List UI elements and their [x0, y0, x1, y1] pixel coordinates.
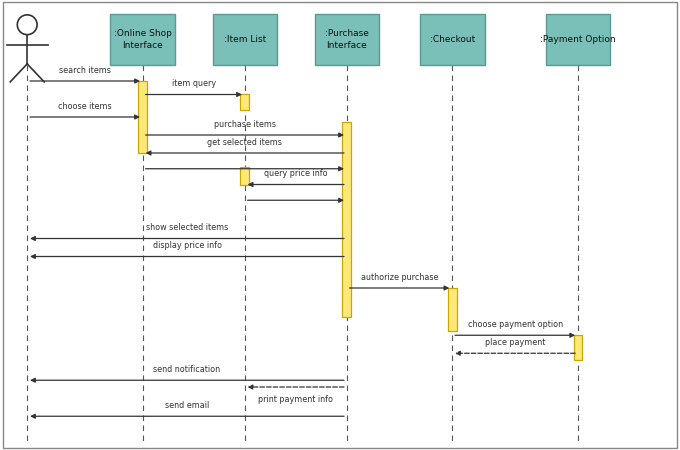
Bar: [139, 81, 147, 153]
Text: authorize purchase: authorize purchase: [361, 273, 438, 282]
Text: choose payment option: choose payment option: [468, 320, 562, 329]
Text: item query: item query: [172, 79, 216, 88]
Text: display price info: display price info: [152, 241, 222, 250]
Text: place payment: place payment: [485, 338, 545, 347]
Text: :Online Shop
Interface: :Online Shop Interface: [114, 29, 172, 50]
Text: :Item List: :Item List: [224, 35, 266, 44]
Bar: [212, 14, 277, 65]
Text: search items: search items: [59, 66, 111, 75]
Text: query price info: query price info: [264, 169, 328, 178]
Bar: [343, 122, 352, 317]
Bar: [420, 14, 484, 65]
Text: :Payment Option: :Payment Option: [540, 35, 616, 44]
Text: send email: send email: [165, 401, 209, 410]
Bar: [546, 14, 611, 65]
Text: :Purchase
Interface: :Purchase Interface: [325, 29, 369, 50]
Text: send notification: send notification: [154, 365, 220, 374]
Text: print payment info: print payment info: [258, 395, 333, 404]
Text: show selected items: show selected items: [146, 223, 228, 232]
Bar: [448, 288, 457, 331]
Bar: [574, 335, 583, 360]
Text: purchase items: purchase items: [214, 120, 276, 129]
Text: choose items: choose items: [58, 102, 112, 111]
Bar: [314, 14, 379, 65]
Text: get selected items: get selected items: [207, 138, 282, 147]
Bar: [241, 166, 249, 184]
Bar: [241, 94, 249, 110]
Text: :Checkout: :Checkout: [430, 35, 475, 44]
Bar: [110, 14, 175, 65]
